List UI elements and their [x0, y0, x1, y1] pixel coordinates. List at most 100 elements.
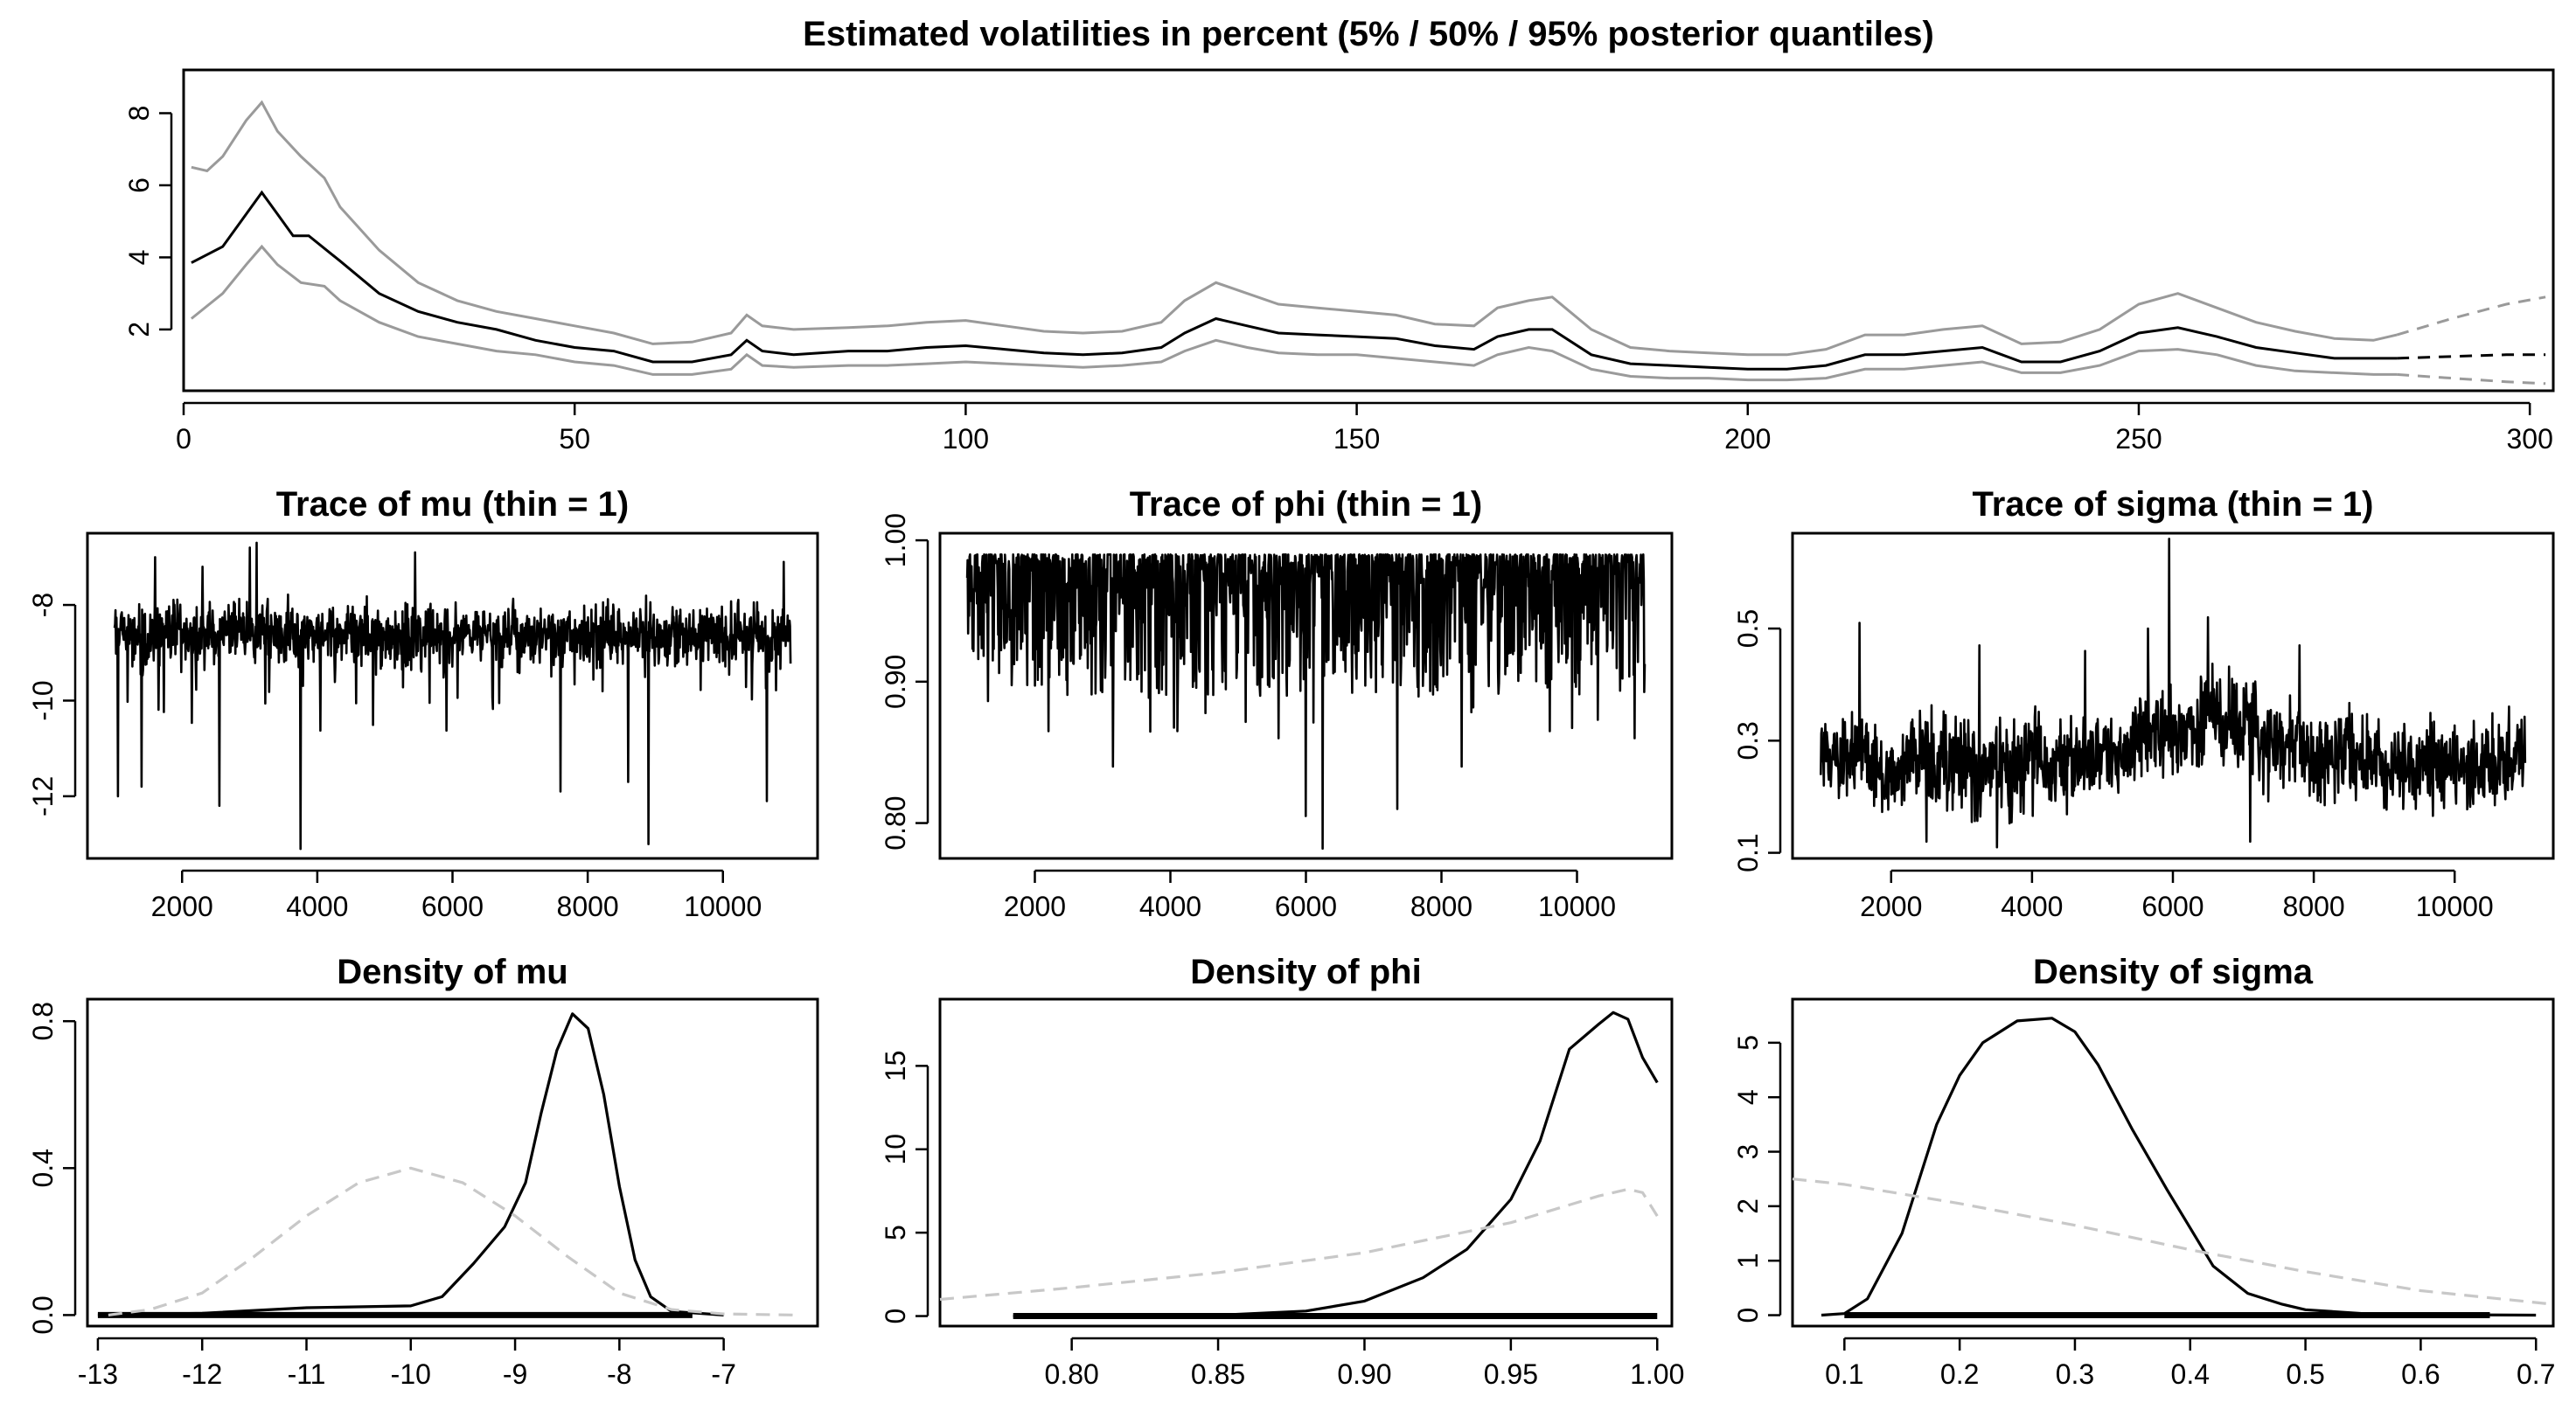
x-tick-label: 2000 [1004, 891, 1066, 922]
x-tick-label: 0.6 [2401, 1358, 2440, 1390]
chart-title: Density of phi [1190, 953, 1421, 991]
plot-frame [938, 531, 1674, 860]
y-tick-label: 3 [1732, 1144, 1764, 1160]
x-tick-label: 200 [1724, 423, 1771, 455]
x-tick-label: 4000 [1139, 891, 1201, 922]
density-sigma-panel: Density of sigma 0.1 0.2 0.3 0.4 0.5 0.6 0.7 0 1 2… [1732, 953, 2555, 1390]
density-phi-panel: Density of phi 0.80 0.85 0.90 0.95 1.00 0 5 10 15 [880, 953, 1684, 1390]
y-tick-label: -10 [27, 680, 59, 720]
y-tick-label: 0 [1732, 1308, 1764, 1323]
volatility-panel: Estimated volatilities in percent (5% / … [123, 15, 2555, 455]
chart-title: Density of sigma [2033, 953, 2314, 991]
x-tick-label: 0.3 [2056, 1358, 2094, 1390]
y-tick-label: 0.0 [27, 1295, 59, 1334]
y-tick-label: -8 [27, 593, 59, 617]
x-tick-label: 8000 [2283, 891, 2345, 922]
x-tick-label: -11 [288, 1358, 326, 1390]
plot-frame [86, 997, 819, 1328]
density-mu-panel: Density of mu -13 -12 -11 -10 -9 -8 -7 0.0 0.4 0.8 [27, 953, 819, 1390]
prior-density-line [108, 1166, 797, 1316]
x-tick-label: -12 [182, 1358, 222, 1390]
x-tick-label: 50 [559, 423, 590, 455]
x-tick-label: 0 [176, 423, 191, 455]
posterior-density-line [1013, 1011, 1659, 1318]
y-tick-label: 6 [123, 177, 155, 193]
x-tick-label: 0.85 [1191, 1358, 1245, 1390]
y-tick-label: 0.4 [27, 1149, 59, 1187]
series-5pct-forecast-line [2396, 372, 2546, 385]
x-tick-label: -8 [607, 1358, 631, 1390]
plot-frame [938, 997, 1674, 1328]
x-tick-label: 4000 [2001, 891, 2063, 922]
trace-line [113, 541, 792, 851]
y-tick-label: 0.8 [27, 1002, 59, 1040]
x-tick-label: 250 [2115, 423, 2162, 455]
series-50pct-forecast-line [2397, 353, 2546, 360]
chart-title: Estimated volatilities in percent (5% / … [803, 15, 1934, 53]
posterior-density-line [1821, 1017, 2537, 1317]
x-tick-label: -10 [391, 1358, 431, 1390]
x-tick-label: 2000 [1860, 891, 1922, 922]
plot-frame [86, 531, 819, 860]
trace-sigma-panel: Trace of sigma (thin = 1) 2000 4000 6000 800… [1732, 485, 2555, 922]
x-tick-label: 0.5 [2286, 1358, 2324, 1390]
series-95pct-line [191, 100, 2398, 357]
posterior-density-line [97, 1012, 724, 1316]
prior-density-line [1792, 1177, 2554, 1306]
x-tick-label: -9 [503, 1358, 527, 1390]
chart-title: Trace of mu (thin = 1) [276, 485, 629, 524]
x-tick-label: 8000 [557, 891, 619, 922]
prior-density-line [939, 1187, 1659, 1302]
series-50pct-line [191, 190, 2398, 371]
trace-line [1820, 538, 2527, 849]
series-95pct-forecast-line [2396, 295, 2546, 337]
y-tick-label: 0.80 [880, 795, 911, 850]
x-tick-label: 2000 [151, 891, 213, 922]
y-tick-label: 4 [123, 250, 155, 266]
plot-frame [1791, 997, 2555, 1328]
y-tick-label: 10 [880, 1134, 911, 1165]
x-tick-label: 0.1 [1825, 1358, 1863, 1390]
y-tick-label: 8 [123, 106, 155, 122]
x-tick-label: 10000 [1538, 891, 1616, 922]
y-tick-label: 0.90 [880, 655, 911, 709]
x-tick-label: 8000 [1410, 891, 1472, 922]
x-tick-label: 6000 [2141, 891, 2204, 922]
y-tick-label: -12 [27, 776, 59, 816]
x-tick-label: 6000 [1275, 891, 1337, 922]
series-5pct-line [190, 244, 2398, 382]
x-tick-label: 0.2 [1940, 1358, 1979, 1390]
y-tick-label: 0.5 [1732, 609, 1764, 648]
trace-phi-panel: Trace of phi (thin = 1) 2000 4000 6000 8000 1… [880, 485, 1674, 922]
plot-frame [1791, 531, 2555, 860]
y-tick-label: 0.3 [1732, 721, 1764, 760]
plot-frame [182, 68, 2555, 392]
y-tick-label: 0 [880, 1309, 911, 1324]
trace-mu-panel: Trace of mu (thin = 1) 2000 4000 6000 8000 10… [27, 485, 819, 922]
x-tick-label: 0.7 [2517, 1358, 2555, 1390]
x-tick-label: 0.4 [2171, 1358, 2210, 1390]
y-tick-label: 5 [1732, 1035, 1764, 1051]
y-tick-label: 4 [1732, 1089, 1764, 1105]
y-tick-label: 2 [123, 322, 155, 337]
y-tick-label: 15 [880, 1051, 911, 1082]
x-tick-label: 0.90 [1337, 1358, 1391, 1390]
x-tick-label: -13 [78, 1358, 118, 1390]
x-tick-label: 300 [2506, 423, 2552, 455]
x-tick-label: 6000 [421, 891, 484, 922]
x-tick-label: 0.95 [1484, 1358, 1538, 1390]
y-tick-label: 2 [1732, 1198, 1764, 1214]
x-tick-label: 150 [1333, 423, 1380, 455]
trace-line [965, 552, 1647, 851]
x-tick-label: 10000 [2416, 891, 2494, 922]
x-tick-label: 0.80 [1045, 1358, 1099, 1390]
y-tick-label: 1.00 [880, 513, 911, 567]
chart-title: Trace of phi (thin = 1) [1130, 485, 1482, 524]
x-tick-label: 1.00 [1630, 1358, 1684, 1390]
y-tick-label: 1 [1732, 1253, 1764, 1268]
chart-title: Trace of sigma (thin = 1) [1972, 485, 2373, 524]
x-tick-label: 10000 [684, 891, 762, 922]
chart-title: Density of mu [337, 953, 567, 991]
x-tick-label: 100 [943, 423, 989, 455]
